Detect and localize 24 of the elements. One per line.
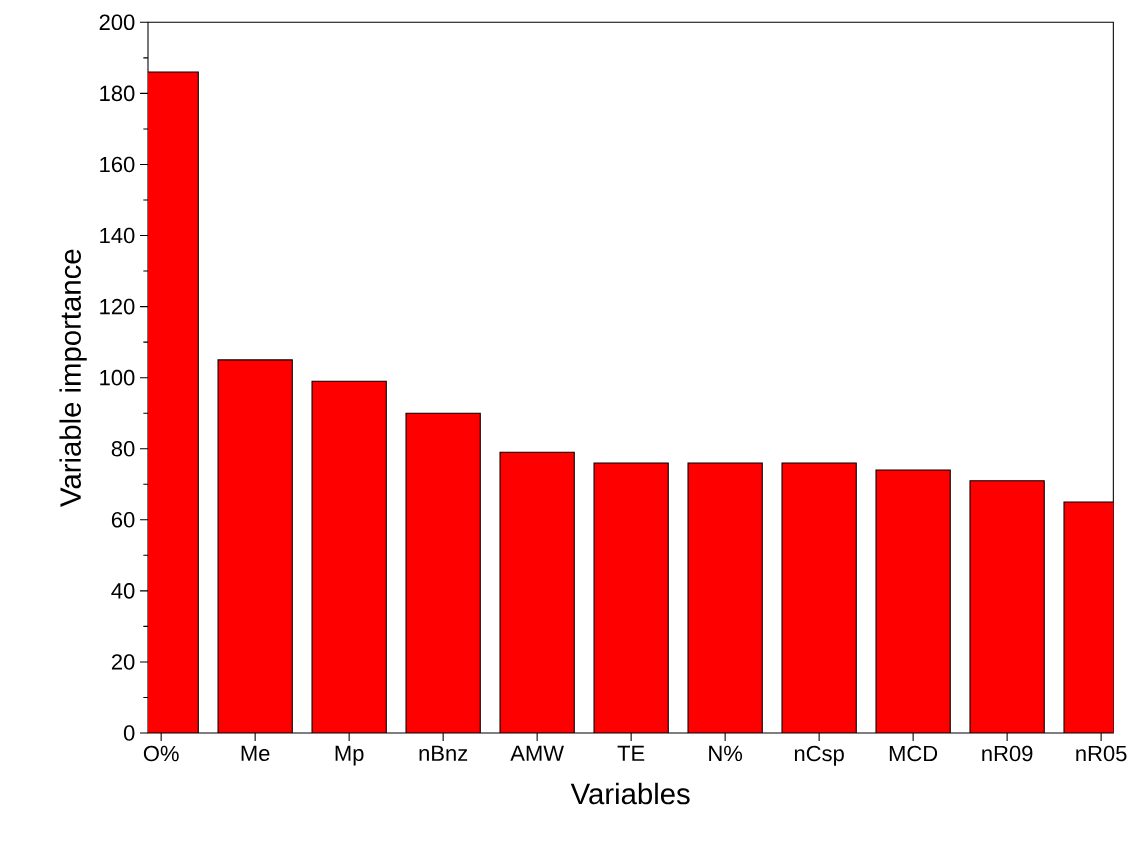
x-tick-label: nCsp <box>794 745 844 766</box>
y-tick-label: 20 <box>111 654 135 670</box>
y-axis-title: Variable importance <box>59 249 87 507</box>
y-tick-label: 0 <box>123 725 135 741</box>
y-tick-label: 40 <box>111 583 135 599</box>
x-tick-label: TE <box>617 745 645 761</box>
x-tick-label: nR05 <box>1076 745 1127 762</box>
x-tick-label: nBnz <box>419 745 468 761</box>
x-tick-label: Me <box>241 745 270 762</box>
y-tick-label: 120 <box>100 298 135 315</box>
y-tick-label: 60 <box>111 512 135 528</box>
y-tick-label: 160 <box>100 156 135 173</box>
y-tick-label: 200 <box>99 14 135 31</box>
y-tick-label: 100 <box>100 369 135 386</box>
x-tick-label: MCD <box>889 745 938 762</box>
x-tick-label: nR09 <box>982 745 1033 762</box>
y-tick-label: 80 <box>111 440 135 457</box>
y-tick-label: 180 <box>100 85 135 102</box>
x-tick-label: AMW <box>510 745 564 761</box>
x-tick-label: Mp <box>335 745 364 766</box>
x-tick-label: O% <box>143 745 179 762</box>
x-axis-title: Variables <box>570 782 690 805</box>
y-tick-label: 140 <box>100 227 135 244</box>
x-tick-label: N% <box>709 745 743 762</box>
